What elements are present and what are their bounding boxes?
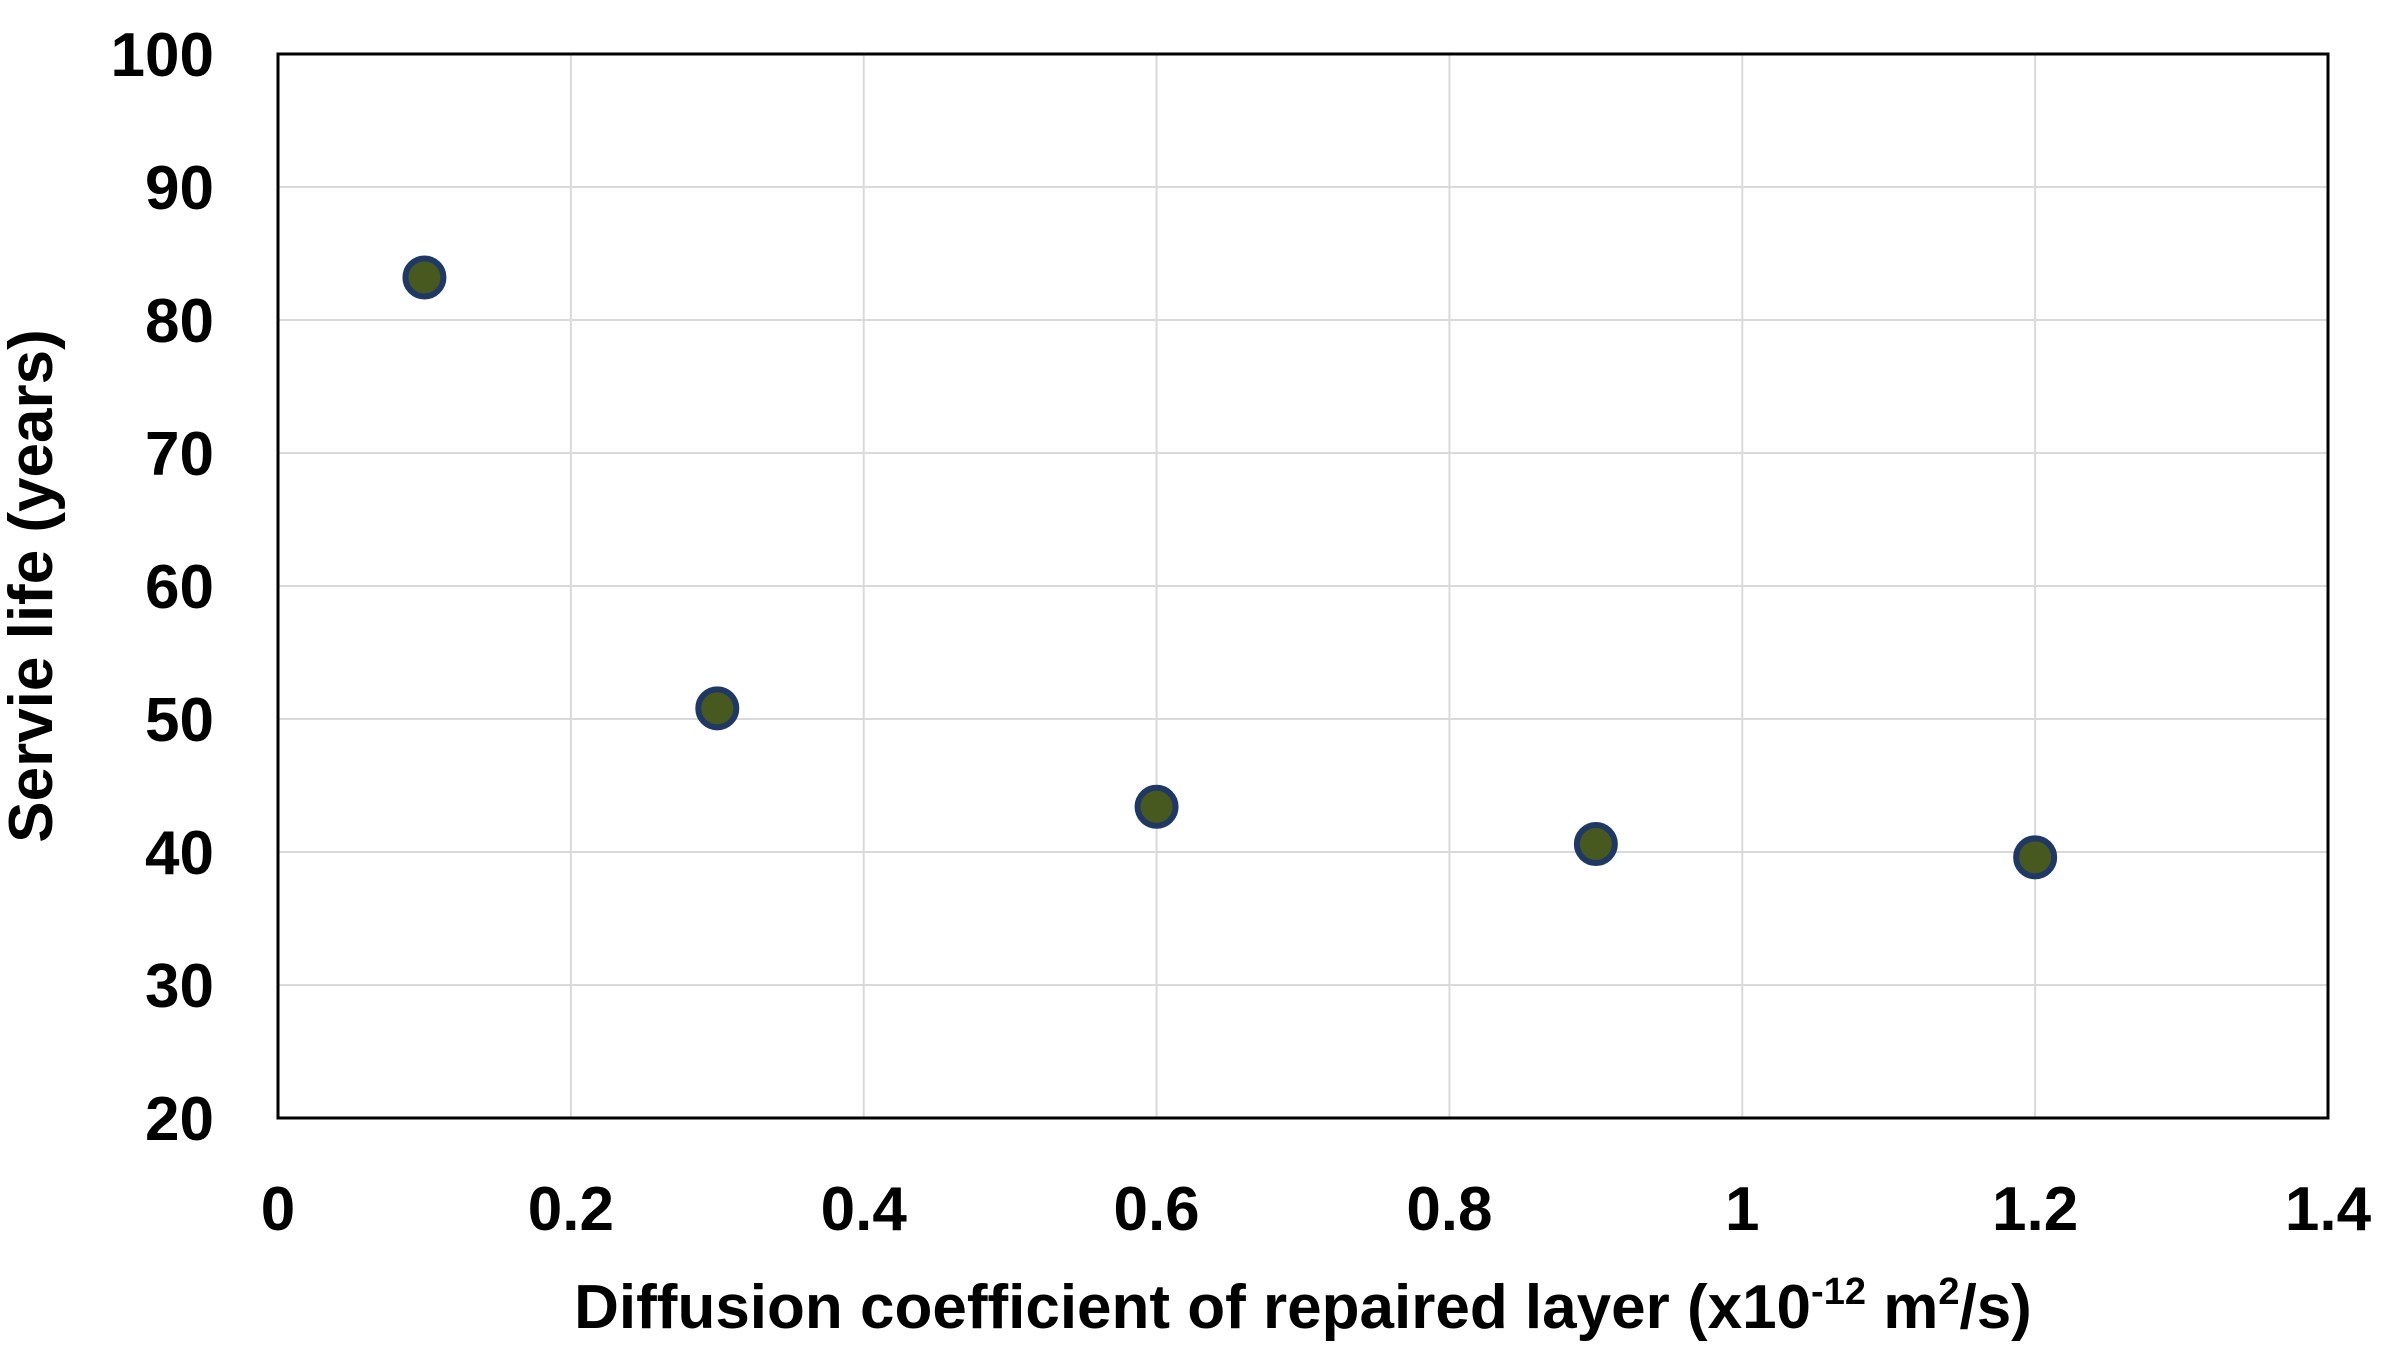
- y-tick-label: 80: [145, 287, 214, 356]
- x-tick-label: 0.4: [821, 1175, 908, 1244]
- y-tick-label: 30: [145, 952, 214, 1021]
- y-tick-label: 90: [145, 154, 214, 223]
- y-tick-label: 100: [111, 21, 214, 90]
- y-tick-label: 50: [145, 686, 214, 755]
- y-tick-label: 20: [145, 1085, 214, 1154]
- x-tick-label: 1.2: [1992, 1175, 2078, 1244]
- y-tick-label: 60: [145, 553, 214, 622]
- x-axis-title: Diffusion coefficient of repaired layer …: [574, 1271, 2032, 1342]
- data-point: [695, 686, 740, 731]
- y-tick-label: 70: [145, 420, 214, 489]
- x-tick-label: 0: [261, 1175, 295, 1244]
- x-tick-label: 0.6: [1113, 1175, 1199, 1244]
- y-tick-label: 40: [145, 819, 214, 888]
- plot-area-border: [276, 52, 2330, 1120]
- y-axis-title: Servie life (years): [0, 329, 66, 843]
- data-point: [1573, 822, 1618, 867]
- x-tick-label: 1.4: [2285, 1175, 2372, 1244]
- data-point: [2013, 835, 2058, 880]
- x-tick-label: 1: [1725, 1175, 1759, 1244]
- x-tick-label: 0.2: [528, 1175, 614, 1244]
- data-point: [402, 255, 447, 300]
- data-point: [1134, 784, 1179, 829]
- x-tick-label: 0.8: [1406, 1175, 1492, 1244]
